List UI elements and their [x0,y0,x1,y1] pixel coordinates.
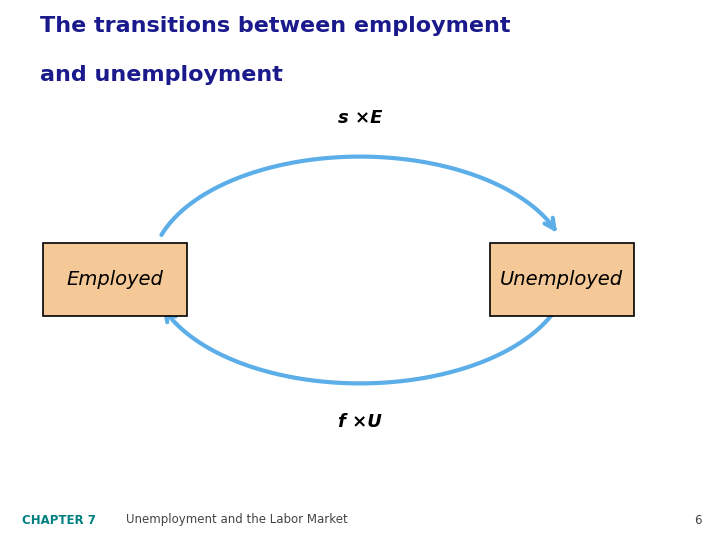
Text: Employed: Employed [67,270,163,289]
Text: 6: 6 [695,514,702,526]
FancyBboxPatch shape [490,243,634,316]
Text: Unemployment and the Labor Market: Unemployment and the Labor Market [126,514,348,526]
Text: The transitions between employment: The transitions between employment [40,16,510,36]
Text: f ×U: f ×U [338,413,382,431]
Text: and unemployment: and unemployment [40,65,282,85]
FancyBboxPatch shape [43,243,187,316]
Text: CHAPTER 7: CHAPTER 7 [22,514,96,526]
Text: Unemployed: Unemployed [500,270,624,289]
Text: s ×E: s ×E [338,109,382,127]
